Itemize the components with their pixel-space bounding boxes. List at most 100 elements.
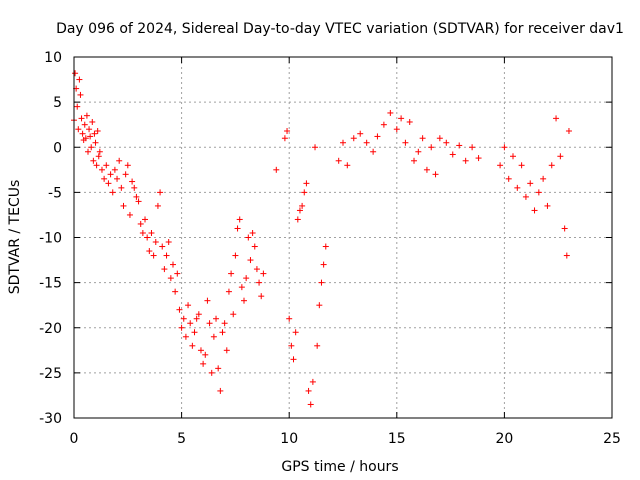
data-point	[281, 135, 288, 142]
data-point	[288, 342, 295, 349]
data-point	[247, 257, 254, 264]
data-point	[350, 135, 357, 142]
data-point	[96, 148, 103, 155]
chart-title: Day 096 of 2024, Sidereal Day-to-day VTE…	[56, 21, 624, 37]
data-point	[74, 103, 81, 110]
data-point	[79, 130, 86, 137]
data-point	[103, 162, 110, 169]
data-point	[94, 128, 101, 135]
data-point	[320, 261, 327, 268]
grid	[74, 57, 612, 418]
data-point	[241, 297, 248, 304]
data-point	[402, 139, 409, 146]
data-point	[195, 311, 202, 318]
data-point	[200, 360, 207, 367]
data-point	[124, 162, 131, 169]
data-point	[78, 115, 85, 122]
data-point	[105, 180, 112, 187]
data-point	[449, 151, 456, 158]
data-point	[189, 342, 196, 349]
data-point	[81, 121, 88, 128]
data-point	[197, 347, 204, 354]
x-tick-label: 20	[495, 431, 513, 447]
y-axis-label: SDTVAR / TECUs	[7, 180, 23, 295]
data-point	[316, 302, 323, 309]
data-point	[146, 248, 153, 255]
data-point	[217, 387, 224, 394]
data-point	[77, 91, 84, 98]
data-point	[90, 157, 97, 164]
data-point	[322, 243, 329, 250]
data-point	[202, 351, 209, 358]
data-point	[219, 329, 226, 336]
data-point	[172, 288, 179, 295]
data-point	[565, 128, 572, 135]
y-tick-label: 10	[44, 50, 62, 66]
data-point	[309, 378, 316, 385]
data-point	[527, 180, 534, 187]
data-point	[193, 315, 200, 322]
x-axis-ticks: 0 5 10 15 20 25	[70, 57, 621, 447]
data-point	[423, 166, 430, 173]
data-point	[206, 320, 213, 327]
data-point	[221, 320, 228, 327]
x-tick-label: 10	[280, 431, 298, 447]
data-point	[137, 220, 144, 227]
data-point	[544, 202, 551, 209]
data-point	[126, 211, 133, 218]
data-point	[116, 157, 123, 164]
y-tick-label: -30	[39, 411, 62, 427]
data-point	[531, 207, 538, 214]
data-point	[518, 162, 525, 169]
data-point	[86, 126, 93, 133]
data-point	[245, 234, 252, 241]
data-point	[84, 148, 91, 155]
data-point	[290, 356, 297, 363]
data-point	[443, 139, 450, 146]
data-point	[540, 175, 547, 182]
y-tick-label: 5	[53, 95, 62, 111]
data-point	[510, 153, 517, 160]
data-point	[167, 275, 174, 282]
x-tick-label: 25	[603, 431, 621, 447]
data-point	[87, 133, 94, 140]
data-point	[563, 252, 570, 259]
data-point	[305, 387, 312, 394]
y-tick-label: -25	[39, 366, 62, 382]
data-point	[312, 144, 319, 151]
data-point	[318, 279, 325, 286]
data-point	[215, 365, 222, 372]
data-point	[230, 311, 237, 318]
data-point	[238, 284, 245, 291]
data-points	[71, 70, 572, 408]
data-point	[419, 135, 426, 142]
data-point	[93, 162, 100, 169]
data-point	[210, 333, 217, 340]
data-point	[208, 369, 215, 376]
data-point	[363, 139, 370, 146]
data-point	[176, 306, 183, 313]
x-tick-label: 5	[177, 431, 186, 447]
data-point	[165, 239, 172, 246]
data-point	[133, 193, 140, 200]
data-point	[234, 225, 241, 232]
data-point	[557, 153, 564, 160]
data-point	[314, 342, 321, 349]
data-point	[223, 347, 230, 354]
data-point	[131, 184, 138, 191]
y-tick-label: -10	[39, 231, 62, 247]
data-point	[301, 189, 308, 196]
y-tick-label: -5	[48, 185, 62, 201]
data-point	[191, 329, 198, 336]
data-point	[135, 198, 142, 205]
data-point	[387, 109, 394, 116]
data-point	[393, 126, 400, 133]
data-point	[161, 266, 168, 273]
data-point	[150, 252, 157, 259]
data-point	[432, 171, 439, 178]
x-axis-label: GPS time / hours	[281, 459, 398, 475]
data-point	[307, 401, 314, 408]
data-point	[251, 243, 258, 250]
data-point	[273, 166, 280, 173]
